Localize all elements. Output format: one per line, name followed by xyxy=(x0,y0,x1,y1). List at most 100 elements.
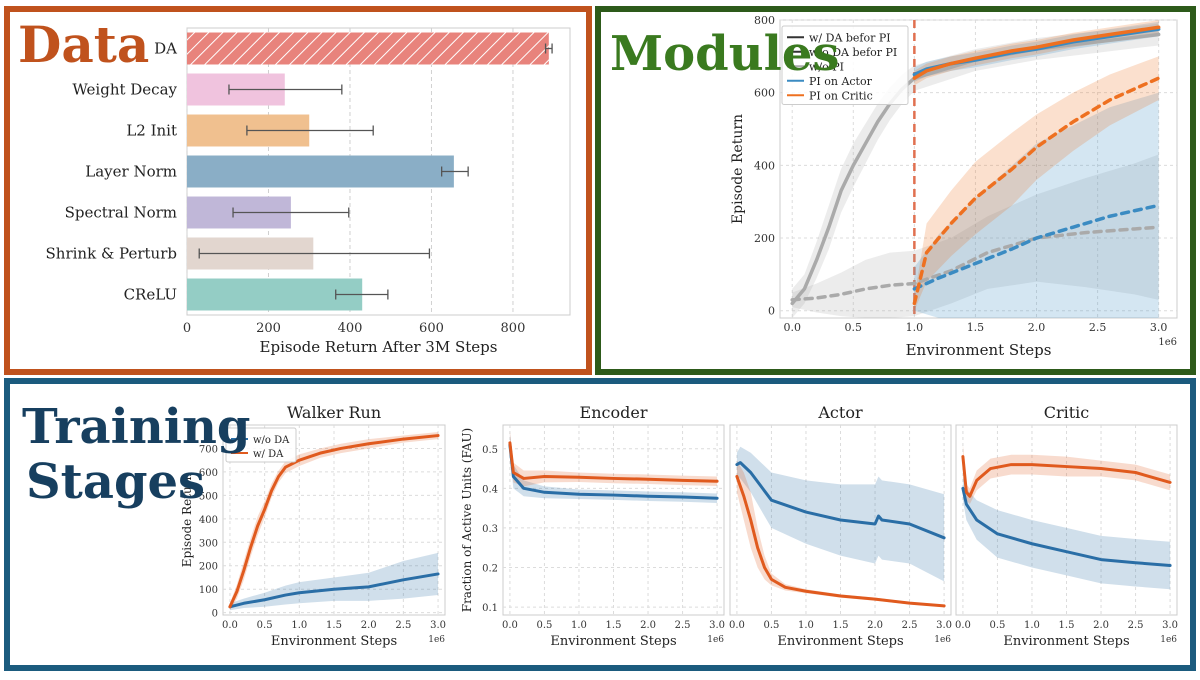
chart-title: Critic xyxy=(1044,403,1090,422)
x-tick-label: 0.0 xyxy=(955,620,971,631)
legend-label: w/ DA xyxy=(253,449,284,460)
x-multiplier: 1e6 xyxy=(428,635,445,645)
data-panel-frame xyxy=(4,6,592,375)
series-line xyxy=(228,572,440,609)
y-tick-label: 0.4 xyxy=(482,484,498,495)
x-tick-label: 1.0 xyxy=(906,321,924,334)
y-tick-label: 0.5 xyxy=(482,445,498,456)
series-band xyxy=(229,432,439,611)
series-line xyxy=(912,25,1161,80)
x-tick-label: 0.0 xyxy=(502,620,518,631)
series-band xyxy=(509,432,718,503)
x-tick-label: 2.0 xyxy=(640,620,656,631)
x-tick-label: 0.5 xyxy=(989,620,1005,631)
x-tick-label: 1.5 xyxy=(833,620,849,631)
series-band xyxy=(736,446,945,582)
series-line xyxy=(508,443,719,500)
y-tick-label: 800 xyxy=(754,14,775,27)
x-tick-label: 1.5 xyxy=(326,620,342,631)
x-tick-label: 0.5 xyxy=(845,321,863,334)
x-tick-label: 2.5 xyxy=(395,620,411,631)
y-axis-label: Episode Return xyxy=(730,114,746,224)
y-tick-label: 400 xyxy=(199,515,218,526)
stages-panel-frame xyxy=(4,378,1196,671)
modules-panel-frame xyxy=(595,6,1196,375)
y-tick-label: 600 xyxy=(199,468,218,479)
x-tick-label: 1.5 xyxy=(606,620,622,631)
x-tick-label: 3.0 xyxy=(1162,620,1178,631)
x-tick-label: 0.5 xyxy=(536,620,552,631)
x-axis-label: Environment Steps xyxy=(271,634,397,649)
series-line xyxy=(735,474,946,608)
x-tick-label: 1.0 xyxy=(571,620,587,631)
data-heading: Data xyxy=(18,15,149,74)
y-tick-label: 0 xyxy=(768,305,775,318)
x-tick-label: 600 xyxy=(419,321,444,336)
x-tick-label: 2.5 xyxy=(1128,620,1144,631)
category-label: DA xyxy=(154,40,177,58)
x-tick-label: 200 xyxy=(256,321,281,336)
x-tick-label: 800 xyxy=(501,321,526,336)
x-tick-label: 0.0 xyxy=(222,620,238,631)
bar xyxy=(187,32,549,65)
category-label: CReLU xyxy=(124,286,177,304)
series-band xyxy=(792,154,1159,318)
y-tick-label: 0.1 xyxy=(482,603,498,614)
modules-heading: Modules xyxy=(610,26,839,82)
chart-title: Actor xyxy=(817,403,863,422)
x-tick-label: 0.0 xyxy=(783,321,801,334)
stages-heading-line2: Stages xyxy=(26,454,205,510)
x-tick-label: 1.5 xyxy=(967,321,985,334)
bar xyxy=(187,278,363,311)
x-tick-label: 1.0 xyxy=(1024,620,1040,631)
x-tick-label: 1.0 xyxy=(798,620,814,631)
x-tick-label: 0.0 xyxy=(729,620,745,631)
y-tick-label: 700 xyxy=(199,444,218,455)
modules-line-chart: 0.0 0.5 1.0 1.5 2.0 2.5 3.0 0 200 400 600 800 1e6 Env… xyxy=(730,14,1178,359)
x-tick-label: 1.5 xyxy=(1059,620,1075,631)
encoder-fau-chart: 0.0 0.5 1.0 1.5 2.0 2.5 3.0 0.1 0.2 0.3 0.4 0.5 1e6 E… xyxy=(460,403,725,649)
x-tick-label: 0.5 xyxy=(763,620,779,631)
y-tick-label: 100 xyxy=(199,585,218,596)
series-line xyxy=(961,486,1172,568)
actor-fau-chart: 0.0 0.5 1.0 1.5 2.0 2.5 3.0 1e6 Actor Environment… xyxy=(729,403,952,649)
y-tick-label: 200 xyxy=(199,562,218,573)
x-axis-label: Environment Steps xyxy=(1003,634,1129,649)
x-axis-label: Environment Steps xyxy=(550,634,676,649)
y-tick-label: 400 xyxy=(754,159,775,172)
x-tick-label: 2.5 xyxy=(1089,321,1107,334)
category-label: Weight Decay xyxy=(72,81,177,99)
legend-label: w/o PI xyxy=(809,60,844,73)
bar xyxy=(187,155,454,188)
y-tick-label: 0.2 xyxy=(482,564,498,575)
chart-title: Walker Run xyxy=(287,403,381,422)
x-tick-label: 0 xyxy=(183,321,191,336)
x-tick-label: 3.0 xyxy=(1150,321,1168,334)
x-axis-label: Episode Return After 3M Steps xyxy=(260,338,498,356)
legend-label: PI on Actor xyxy=(809,75,873,88)
y-tick-label: 600 xyxy=(754,87,775,100)
x-tick-label: 3.0 xyxy=(936,620,952,631)
series-line xyxy=(508,441,719,483)
critic-fau-chart: 0.0 0.5 1.0 1.5 2.0 2.5 3.0 1e6 Critic Environmen… xyxy=(955,403,1178,649)
legend-label: w/o DA xyxy=(253,435,290,446)
x-tick-label: 2.0 xyxy=(867,620,883,631)
series-line xyxy=(735,461,946,540)
x-tick-label: 2.5 xyxy=(675,620,691,631)
legend-label: PI on Critic xyxy=(809,89,873,102)
x-tick-label: 2.0 xyxy=(1028,321,1046,334)
series-line xyxy=(912,76,1161,306)
x-multiplier: 1e6 xyxy=(707,635,724,645)
x-axis-label: Environment Steps xyxy=(906,341,1052,359)
series-line xyxy=(961,455,1172,498)
y-tick-label: 300 xyxy=(199,538,218,549)
category-label: Spectral Norm xyxy=(65,204,177,222)
x-tick-label: 400 xyxy=(338,321,363,336)
walker-run-chart: 0.0 0.5 1.0 1.5 2.0 2.5 3.0 0 100 200 300 400 500 600… xyxy=(180,403,446,649)
series-band xyxy=(509,430,718,487)
y-tick-label: 0.3 xyxy=(482,524,498,535)
plot-area xyxy=(502,424,725,616)
series-band xyxy=(914,56,1159,311)
x-multiplier: 1e6 xyxy=(1158,337,1177,348)
y-axis-label: Episode Return xyxy=(180,473,194,568)
